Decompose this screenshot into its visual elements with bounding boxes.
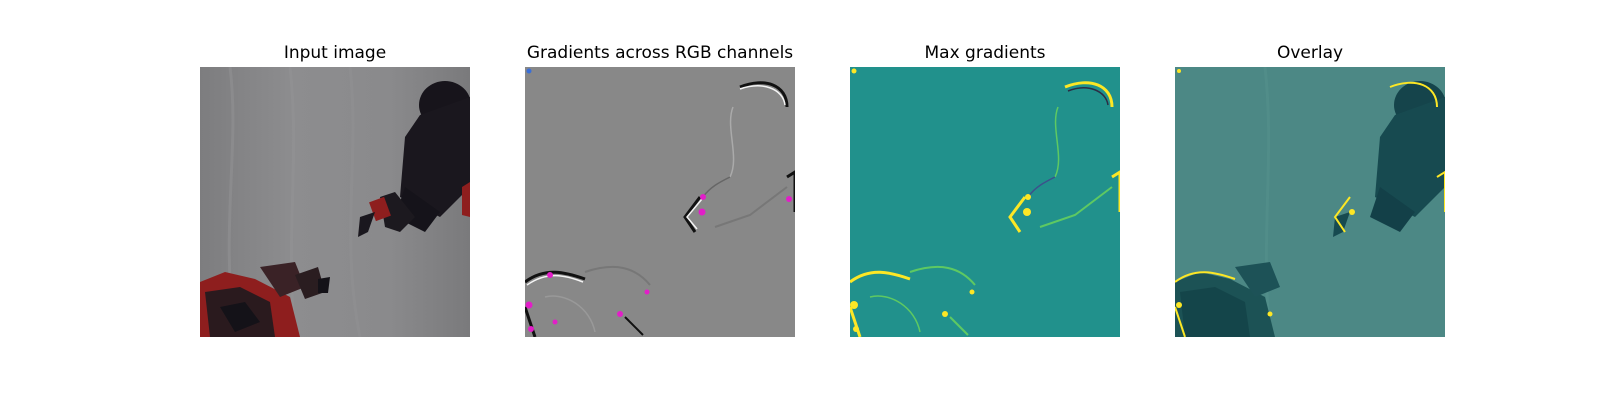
- robot-arm-photo-icon: [200, 67, 470, 337]
- panel-title: Input image: [283, 43, 387, 63]
- max-gradient-heatmap-icon: [850, 67, 1120, 337]
- panel-title: Gradients across RGB channels: [526, 43, 794, 63]
- panel-title: Overlay: [1276, 43, 1344, 63]
- panel-title: Max gradients: [924, 43, 1046, 63]
- gradient-overlay-icon: [1175, 67, 1445, 337]
- rgb-gradient-map-icon: [525, 67, 795, 337]
